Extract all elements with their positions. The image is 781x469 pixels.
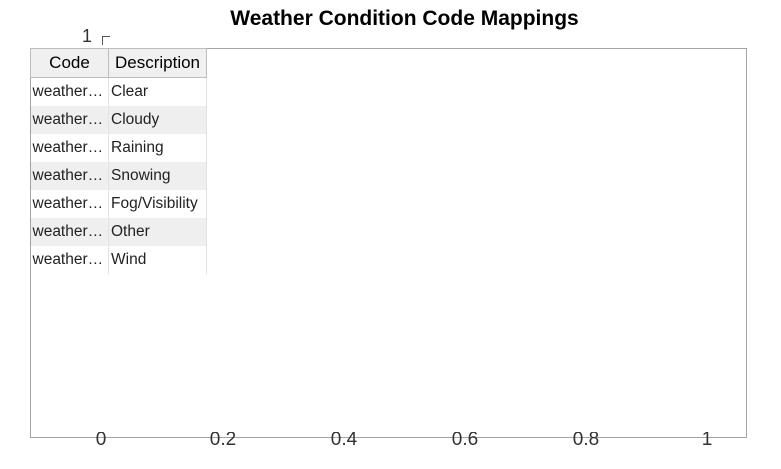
cell-description[interactable]: Raining (108, 133, 207, 162)
table-row[interactable]: weather… Cloudy (30, 105, 207, 134)
table-row[interactable]: weather… Fog/Visibility (30, 189, 207, 218)
cell-description[interactable]: Fog/Visibility (108, 189, 207, 218)
table-header-row: Code Description (30, 48, 207, 78)
table-row[interactable]: weather… Snowing (30, 161, 207, 190)
weather-code-table[interactable]: Code Description weather… Clear weather…… (30, 48, 207, 274)
column-header-description[interactable]: Description (108, 48, 207, 78)
x-tick-label: 1 (701, 432, 713, 450)
cell-code[interactable]: weather… (30, 217, 109, 246)
y-tick-label: 1 (82, 26, 93, 46)
x-tick-label: 0.2 (209, 432, 237, 450)
cell-code[interactable]: weather… (30, 133, 109, 162)
table-row[interactable]: weather… Raining (30, 133, 207, 162)
x-tick-label: 0 (95, 432, 107, 450)
y-tick-mark (102, 36, 110, 45)
cell-description[interactable]: Cloudy (108, 105, 207, 134)
cell-code[interactable]: weather… (30, 189, 109, 218)
x-axis: 0 0.2 0.4 0.6 0.8 1 (0, 432, 781, 452)
x-tick-label: 0.8 (572, 432, 600, 450)
cell-code[interactable]: weather… (30, 245, 109, 274)
cell-description[interactable]: Clear (108, 77, 207, 106)
cell-description[interactable]: Snowing (108, 161, 207, 190)
table-row[interactable]: weather… Other (30, 217, 207, 246)
cell-code[interactable]: weather… (30, 77, 109, 106)
table-row[interactable]: weather… Wind (30, 245, 207, 274)
column-header-code[interactable]: Code (30, 48, 109, 78)
x-tick-label: 0.4 (330, 432, 358, 450)
cell-code[interactable]: weather… (30, 161, 109, 190)
cell-description[interactable]: Wind (108, 245, 207, 274)
x-tick-label: 0.6 (451, 432, 479, 450)
table-row[interactable]: weather… Clear (30, 77, 207, 106)
figure-title: Weather Condition Code Mappings (230, 7, 579, 30)
cell-description[interactable]: Other (108, 217, 207, 246)
cell-code[interactable]: weather… (30, 105, 109, 134)
